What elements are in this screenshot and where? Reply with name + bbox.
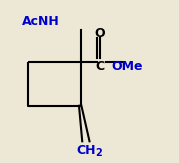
Text: AcNH: AcNH xyxy=(22,15,60,28)
Text: C: C xyxy=(95,60,105,74)
Text: 2: 2 xyxy=(95,148,102,158)
Text: OMe: OMe xyxy=(111,60,143,74)
Text: CH: CH xyxy=(77,144,96,157)
Text: O: O xyxy=(95,27,105,39)
